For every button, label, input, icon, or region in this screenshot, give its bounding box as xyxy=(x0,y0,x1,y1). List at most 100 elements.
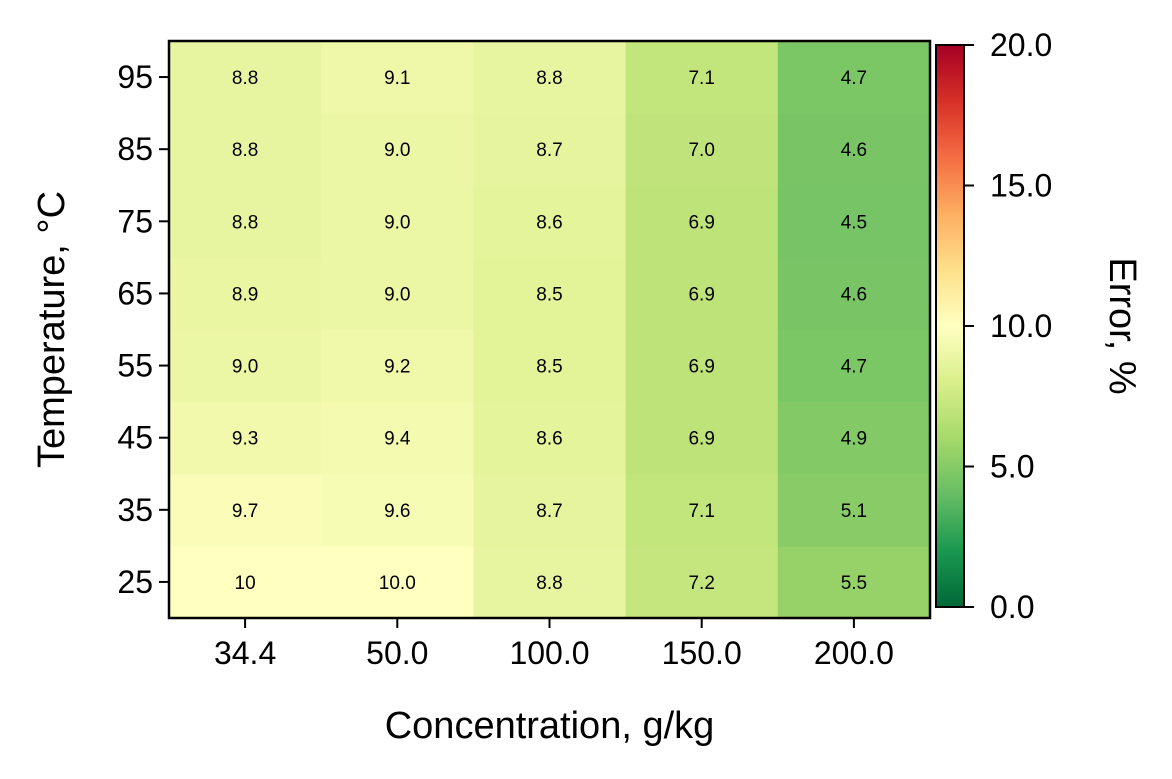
y-axis-ticks: 25 35 45 55 65 75 85 95 xyxy=(117,59,169,600)
x-axis-ticks: 34.4 50.0 100.0 150.0 200.0 xyxy=(214,618,894,671)
cell-value-label: 4.7 xyxy=(841,68,867,89)
heatmap-cell xyxy=(321,257,474,331)
cell-value-label: 8.9 xyxy=(232,284,258,305)
cell-value-label: 4.5 xyxy=(841,212,867,233)
cell-value-label: 9.7 xyxy=(232,501,258,522)
heatmap-cell xyxy=(625,113,779,186)
x-tick-label: 100.0 xyxy=(509,635,589,671)
cell-value-label: 8.8 xyxy=(232,140,258,161)
heatmap-cell xyxy=(169,41,322,114)
cell-value-label: 8.7 xyxy=(536,501,562,522)
cell-value-label: 6.9 xyxy=(688,429,714,450)
cell-value-label: 4.9 xyxy=(841,429,867,450)
heatmap-cell xyxy=(473,257,627,331)
cell-value-label: 7.1 xyxy=(688,501,714,522)
heatmap-cell xyxy=(169,329,322,403)
cell-value-label: 9.3 xyxy=(232,429,258,450)
heatmap-cell xyxy=(321,41,474,114)
heatmap-cell xyxy=(625,41,779,114)
heatmap-cells xyxy=(169,41,931,619)
x-tick-label: 150.0 xyxy=(662,635,742,671)
cell-value-label: 8.6 xyxy=(536,212,562,233)
heatmap-cell xyxy=(777,473,931,547)
colorbar-tick-label: 0.0 xyxy=(990,589,1034,625)
cell-value-label: 9.0 xyxy=(384,284,410,305)
heatmap-cell xyxy=(777,401,931,475)
heatmap-cell xyxy=(169,545,322,619)
cell-value-label: 4.7 xyxy=(841,357,867,378)
y-tick-label: 65 xyxy=(117,275,153,311)
colorbar-tick-label: 5.0 xyxy=(990,449,1034,485)
cell-value-label: 9.0 xyxy=(232,357,258,378)
y-tick-label: 75 xyxy=(117,203,153,239)
colorbar-tick-label: 20.0 xyxy=(990,27,1052,63)
x-axis-label: Concentration, g/kg xyxy=(385,705,715,747)
y-axis-label: Temperature, °C xyxy=(31,191,73,468)
cell-value-label: 9.2 xyxy=(384,357,410,378)
cell-value-label: 7.1 xyxy=(688,68,714,89)
heatmap-cell xyxy=(169,185,322,258)
y-tick-label: 25 xyxy=(117,564,153,600)
cell-value-label: 9.6 xyxy=(384,501,410,522)
x-tick-label: 34.4 xyxy=(214,635,276,671)
cell-value-label: 8.8 xyxy=(536,68,562,89)
heatmap-cell xyxy=(473,545,627,619)
cell-value-label: 6.9 xyxy=(688,212,714,233)
heatmap-cell xyxy=(625,545,779,619)
heatmap-cell xyxy=(625,257,779,331)
cell-value-label: 8.8 xyxy=(536,573,562,594)
y-tick-label: 95 xyxy=(117,59,153,95)
cell-value-label: 5.5 xyxy=(841,573,867,594)
colorbar-tick-label: 15.0 xyxy=(990,168,1052,204)
heatmap-cell xyxy=(625,185,779,258)
heatmap-cell xyxy=(473,41,627,114)
heatmap-cell xyxy=(321,545,474,619)
heatmap-cell xyxy=(169,473,322,547)
cell-value-label: 8.7 xyxy=(536,140,562,161)
cell-value-label: 8.5 xyxy=(536,284,562,305)
cell-value-label: 4.6 xyxy=(841,140,867,161)
heatmap-cell xyxy=(777,329,931,403)
cell-value-label: 6.9 xyxy=(688,357,714,378)
y-tick-label: 55 xyxy=(117,348,153,384)
heatmap-cell xyxy=(473,401,627,475)
heatmap-cell xyxy=(321,473,474,547)
heatmap-cell xyxy=(777,113,931,186)
cell-value-label: 9.0 xyxy=(384,140,410,161)
cell-value-label: 9.1 xyxy=(384,68,410,89)
colorbar-tick-label: 10.0 xyxy=(990,308,1052,344)
heatmap-cell xyxy=(473,473,627,547)
heatmap-cell xyxy=(169,257,322,331)
heatmap-cell xyxy=(321,185,474,258)
cell-value-label: 8.8 xyxy=(232,68,258,89)
x-tick-label: 50.0 xyxy=(366,635,428,671)
heatmap-cell xyxy=(625,401,779,475)
cell-value-label: 7.0 xyxy=(688,140,714,161)
cell-value-label: 9.4 xyxy=(384,429,411,450)
colorbar-label: Error, % xyxy=(1101,257,1143,394)
y-tick-label: 35 xyxy=(117,492,153,528)
heatmap-cell xyxy=(169,401,322,475)
heatmap-cell-labels: 10 10.0 8.8 7.2 5.5 9.7 9.6 8.7 7.1 5.1 9.3 9.4 8.6 6… xyxy=(232,68,867,594)
cell-value-label: 10.0 xyxy=(379,573,416,594)
heatmap-cell xyxy=(777,545,931,619)
heatmap-cell xyxy=(169,113,322,186)
cell-value-label: 7.2 xyxy=(688,573,714,594)
heatmap-cell xyxy=(473,329,627,403)
cell-value-label: 8.6 xyxy=(536,429,562,450)
cell-value-label: 5.1 xyxy=(841,501,867,522)
heatmap-cell xyxy=(625,329,779,403)
colorbar-ticks: 0.0 5.0 10.0 15.0 20.0 xyxy=(964,27,1052,625)
heatmap-cell xyxy=(321,401,474,475)
cell-value-label: 6.9 xyxy=(688,284,714,305)
heatmap-cell xyxy=(321,329,474,403)
cell-value-label: 8.8 xyxy=(232,212,258,233)
heatmap-cell xyxy=(321,113,474,186)
heatmap-cell xyxy=(777,185,931,258)
colorbar xyxy=(935,44,965,608)
heatmap-cell xyxy=(473,113,627,186)
y-tick-label: 45 xyxy=(117,420,153,456)
cell-value-label: 10 xyxy=(235,573,256,594)
heatmap-cell xyxy=(473,185,627,258)
